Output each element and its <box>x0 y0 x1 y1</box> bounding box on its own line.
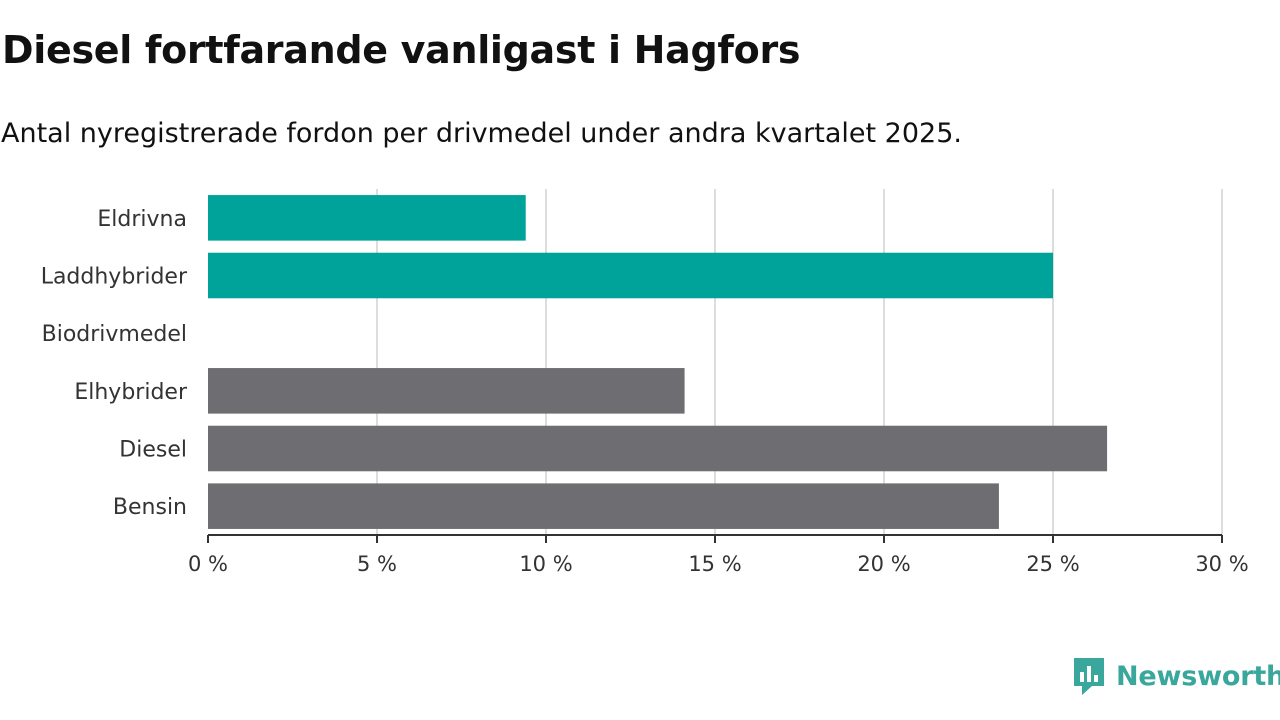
x-tick-label: 15 % <box>688 552 741 576</box>
x-axis-ticks: 0 % 5 % 10 % 15 % 20 % 25 % 30 % <box>188 535 1249 576</box>
category-label: Laddhybrider <box>41 265 188 290</box>
x-tick-label: 20 % <box>857 552 910 576</box>
grid-lines <box>376 189 1223 535</box>
x-tick-label: 30 % <box>1195 552 1248 576</box>
category-label: Elhybrider <box>74 380 188 405</box>
x-tick-label: 5 % <box>357 552 397 576</box>
category-label: Bensin <box>113 495 187 520</box>
chart-subtitle: Antal nyregistrerade fordon per drivmede… <box>1 118 962 149</box>
bar-laddhybrider <box>208 252 1053 299</box>
category-label: Eldrivna <box>97 207 187 232</box>
category-labels: Eldrivna Laddhybrider Biodrivmedel Elhybrid… <box>41 207 188 520</box>
bar-elhybrider <box>208 368 685 414</box>
category-label: Biodrivmedel <box>42 322 187 347</box>
newsworthy-logo-icon <box>1074 658 1104 695</box>
chart-title: Diesel fortfarande vanligast i Hagfors <box>2 28 801 72</box>
bar-diesel <box>208 425 1108 472</box>
bar-bensin <box>208 483 999 529</box>
x-tick-label: 25 % <box>1026 552 1079 576</box>
x-tick-label: 10 % <box>519 552 572 576</box>
newsworthy-logo: Newsworthy <box>1072 656 1280 696</box>
bar-eldrivna <box>208 195 526 241</box>
brand-name: Newsworthy <box>1116 660 1280 692</box>
category-label: Diesel <box>119 438 187 463</box>
bars <box>208 195 1108 529</box>
x-tick-label: 0 % <box>188 552 228 576</box>
